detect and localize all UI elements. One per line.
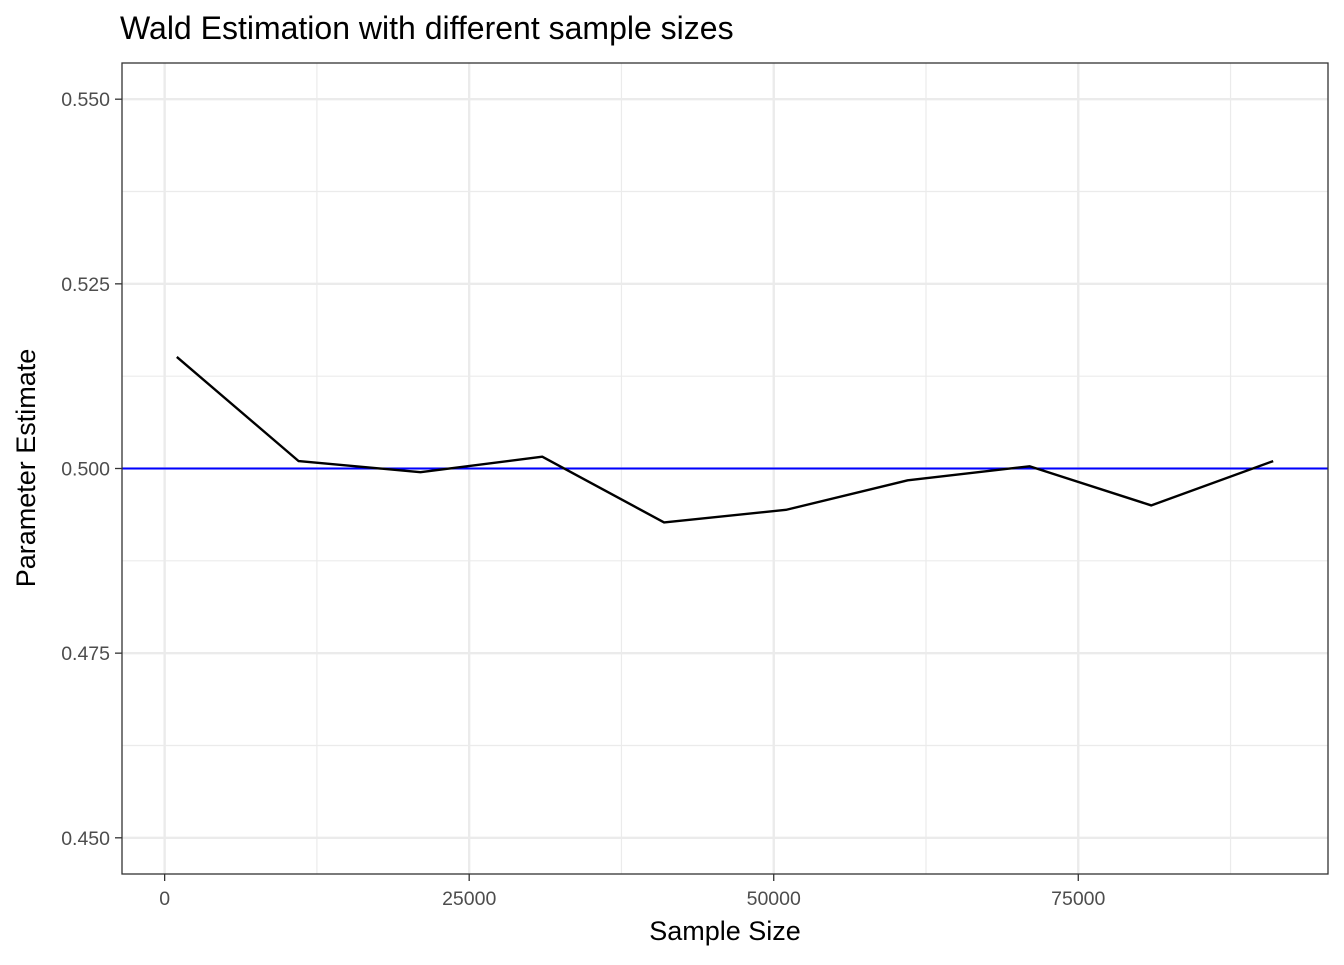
y-axis-tick-labels: 0.450 0.475 0.500 0.525 0.550 xyxy=(61,89,110,850)
y-tick-label-0: 0.450 xyxy=(61,828,110,850)
y-tick-label-1: 0.475 xyxy=(61,643,110,665)
x-axis-tick-labels: 0 25000 50000 75000 xyxy=(159,888,1105,910)
minor-gridlines xyxy=(122,63,1328,874)
y-tick-label-4: 0.550 xyxy=(61,89,110,111)
y-axis-title: Parameter Estimate xyxy=(11,349,41,588)
y-tick-label-3: 0.525 xyxy=(61,274,110,296)
axis-ticks xyxy=(115,98,1079,881)
series-line-0 xyxy=(176,356,1274,524)
chart-title: Wald Estimation with different sample si… xyxy=(120,10,734,46)
x-tick-label-1: 25000 xyxy=(442,888,496,910)
x-tick-label-0: 0 xyxy=(159,888,170,910)
series-layer xyxy=(176,356,1274,524)
x-axis-title: Sample Size xyxy=(649,916,801,946)
x-tick-label-3: 75000 xyxy=(1051,888,1105,910)
x-tick-label-2: 50000 xyxy=(747,888,801,910)
y-tick-label-2: 0.500 xyxy=(61,459,110,481)
